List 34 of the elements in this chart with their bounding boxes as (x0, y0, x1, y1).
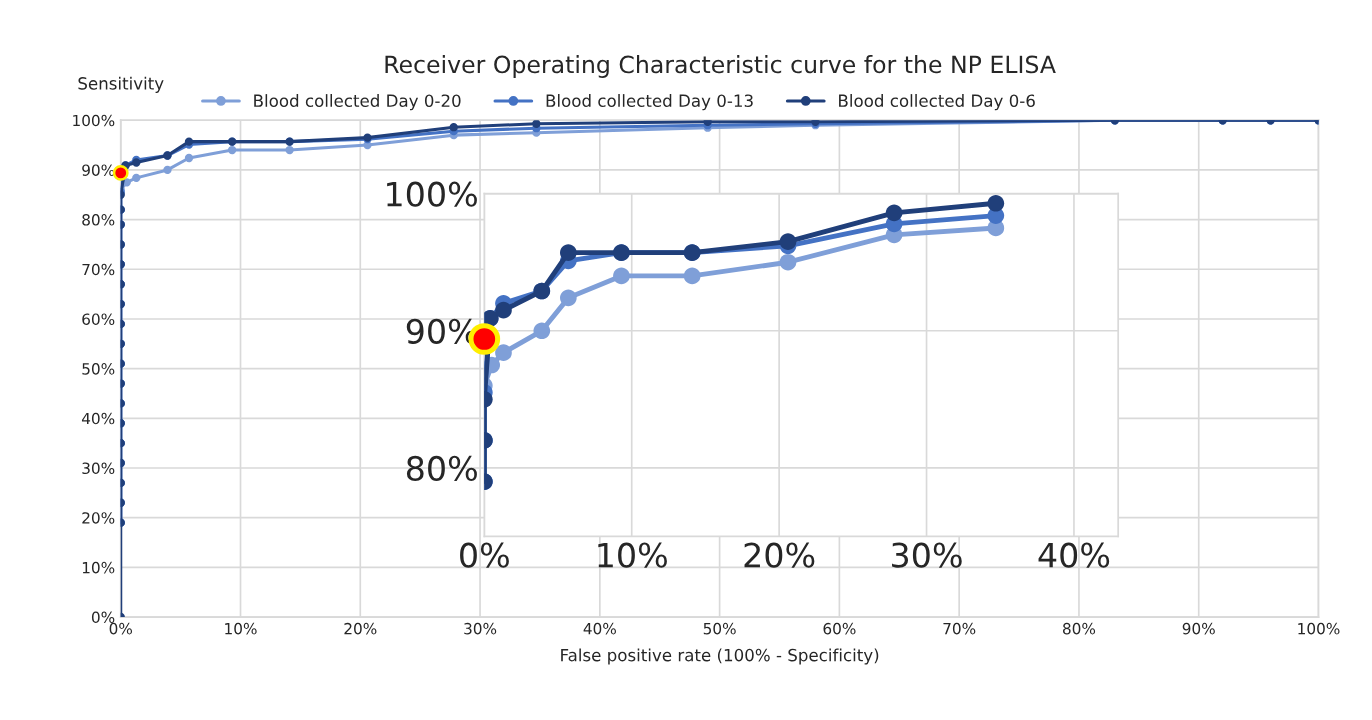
y-tick-label: 40% (81, 412, 115, 425)
x-tick-label: 80% (1063, 622, 1096, 635)
x-tick-label: 60% (823, 622, 856, 635)
x-tick-label: 20% (344, 622, 377, 635)
x-tick-label: 30% (892, 542, 962, 568)
legend-label: Blood collected Day 0-13 (546, 94, 753, 111)
y-tick-label: 80% (82, 214, 115, 226)
legend-label: Blood collected Day 0-6 (839, 94, 1035, 111)
x-tick-label: 50% (703, 622, 736, 635)
x-tick-label: 10% (598, 542, 667, 568)
y-tick-label: 90% (82, 164, 115, 176)
y-tick-label: 100% (73, 114, 115, 127)
x-tick-label: 70% (943, 622, 976, 635)
x-tick-label: 0% (109, 622, 133, 635)
x-tick-label: 30% (464, 622, 497, 635)
x-tick-label: 90% (1182, 622, 1215, 635)
y-tick-label: 50% (82, 363, 115, 375)
x-tick-label: 20% (744, 542, 815, 568)
y-tick-label: 80% (406, 455, 477, 481)
x-tick-label: 0% (460, 542, 509, 568)
y-axis-title: Sensitivity (78, 76, 164, 93)
legend-label: Blood collected Day 0-20 (254, 94, 461, 111)
y-tick-label: 0% (91, 611, 115, 624)
x-tick-label: 40% (583, 622, 616, 635)
y-tick-label: 100% (387, 181, 477, 207)
y-tick-label: 60% (82, 313, 115, 325)
x-tick-label: 40% (1038, 542, 1110, 568)
y-tick-label: 70% (82, 263, 115, 276)
x-tick-label: 10% (225, 622, 257, 635)
chart-title: Receiver Operating Characteristic curve for the NP ELISA (385, 55, 1056, 78)
y-tick-label: 30% (82, 462, 115, 475)
x-axis-title: False positive rate (100% - Specificity) (561, 648, 879, 665)
x-tick-label: 100% (1298, 622, 1340, 635)
y-tick-label: 20% (82, 512, 115, 524)
